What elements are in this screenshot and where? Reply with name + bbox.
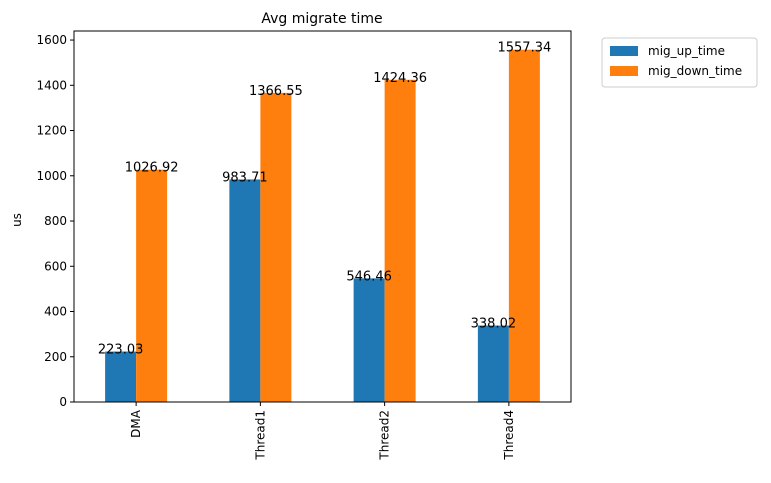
y-tick-label: 1400	[36, 78, 67, 92]
x-axis: DMA Thread1 Thread2 Thread4	[129, 402, 516, 461]
bar-mig_down_time-DMA	[136, 169, 168, 402]
legend-label-mig_down_time: mig_down_time	[648, 64, 742, 78]
data-label-mig_up_time-Thread2: 546.46	[346, 269, 392, 284]
bar-mig_up_time-Thread1	[229, 179, 261, 402]
y-tick-label: 1600	[36, 33, 67, 47]
y-tick-label: 1200	[36, 124, 67, 138]
data-label-mig_down_time-Thread4: 1557.34	[497, 41, 551, 56]
legend-box	[601, 37, 758, 88]
y-tick-label: 800	[44, 214, 67, 228]
data-label-mig_down_time-DMA: 1026.92	[125, 161, 179, 176]
data-label-mig_up_time-Thread1: 983.71	[222, 170, 268, 185]
data-label-mig_up_time-Thread4: 338.02	[471, 317, 517, 332]
bar-mig_down_time-Thread2	[384, 79, 416, 402]
data-label-mig_down_time-Thread1: 1366.55	[249, 84, 303, 99]
x-tick-label-Thread1: Thread1	[253, 410, 267, 461]
legend: mig_up_time mig_down_time	[601, 37, 758, 88]
y-tick-label: 1000	[36, 169, 67, 183]
data-label-mig_down_time-Thread2: 1424.36	[373, 71, 427, 86]
chart-title: Avg migrate time	[261, 11, 382, 27]
legend-swatch-mig_down_time	[610, 66, 638, 76]
y-tick-label: 200	[44, 350, 67, 364]
x-tick-label-Thread2: Thread2	[378, 410, 392, 461]
x-tick-label-Thread4: Thread4	[502, 410, 516, 461]
y-tick-label: 400	[44, 305, 67, 319]
bar-mig_up_time-Thread2	[353, 278, 385, 402]
bar-mig_up_time-Thread4	[477, 325, 509, 402]
plot-frame	[73, 30, 572, 403]
bar-mig_down_time-Thread1	[260, 92, 292, 402]
legend-swatch-mig_up_time	[610, 46, 638, 56]
bars-layer	[105, 49, 540, 402]
data-labels-layer: 223.03 983.71 546.46 338.02 1026.92 1366.55 14…	[98, 41, 551, 358]
legend-label-mig_up_time: mig_up_time	[648, 44, 725, 58]
x-tick-label-DMA: DMA	[129, 409, 143, 438]
y-axis-label: us	[10, 213, 24, 227]
y-axis: 0 200 400 600 800 1000 1200 1400 1600	[36, 33, 74, 409]
bar-mig_down_time-Thread4	[508, 49, 540, 402]
y-tick-label: 600	[44, 259, 67, 273]
bar-mig_up_time-DMA	[105, 351, 137, 402]
y-tick-label: 0	[59, 395, 67, 409]
data-label-mig_up_time-DMA: 223.03	[98, 343, 144, 358]
